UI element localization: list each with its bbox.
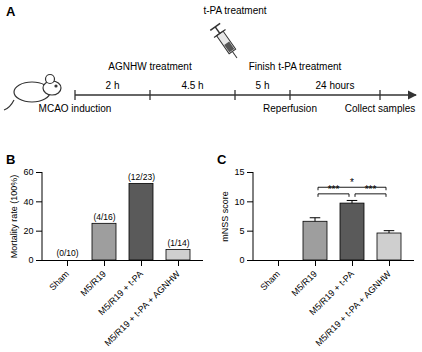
svg-text:4.5 h: 4.5 h: [181, 80, 203, 91]
svg-text:0: 0: [239, 255, 244, 265]
svg-text:10: 10: [234, 197, 244, 207]
svg-text:M5/R19 + t-PA + AGNHW: M5/R19 + t-PA + AGNHW: [102, 268, 182, 348]
svg-text:Mortality rate (100%): Mortality rate (100%): [9, 175, 19, 259]
svg-text:Reperfusion: Reperfusion: [263, 103, 317, 114]
svg-text:(1/14): (1/14): [167, 238, 189, 248]
svg-text:***: ***: [328, 184, 340, 195]
svg-text:Finish t-PA treatment: Finish t-PA treatment: [249, 61, 342, 72]
svg-text:mNSS score: mNSS score: [220, 191, 230, 242]
svg-text:20: 20: [23, 226, 33, 236]
svg-text:AGNHW treatment: AGNHW treatment: [108, 61, 192, 72]
svg-text:t-PA treatment: t-PA treatment: [203, 5, 266, 16]
svg-text:MCAO induction: MCAO induction: [39, 103, 112, 114]
svg-text:24 hours: 24 hours: [316, 80, 355, 91]
svg-text:(4/16): (4/16): [93, 212, 115, 222]
svg-text:(12/23): (12/23): [128, 172, 155, 182]
svg-text:M5/R19: M5/R19: [79, 269, 108, 298]
html-text:B: B: [6, 152, 16, 167]
svg-text:***: ***: [365, 184, 377, 195]
svg-text:A: A: [6, 4, 16, 19]
svg-text:M5/R19 + t-PA + AGNHW: M5/R19 + t-PA + AGNHW: [313, 268, 393, 348]
svg-text:40: 40: [23, 197, 33, 207]
html-text:C: C: [217, 152, 227, 167]
svg-text:Sham: Sham: [258, 269, 282, 293]
svg-text:M5/R19: M5/R19: [290, 269, 319, 298]
svg-text:Collect samples: Collect samples: [345, 103, 416, 114]
svg-text:5 h: 5 h: [256, 80, 270, 91]
svg-text:0: 0: [28, 255, 33, 265]
svg-text:*: *: [350, 177, 354, 188]
svg-text:60: 60: [23, 167, 33, 177]
svg-text:5: 5: [239, 226, 244, 236]
svg-text:(0/10): (0/10): [56, 248, 78, 258]
svg-text:2 h: 2 h: [106, 80, 120, 91]
svg-text:15: 15: [234, 167, 244, 177]
svg-text:Sham: Sham: [47, 269, 71, 293]
